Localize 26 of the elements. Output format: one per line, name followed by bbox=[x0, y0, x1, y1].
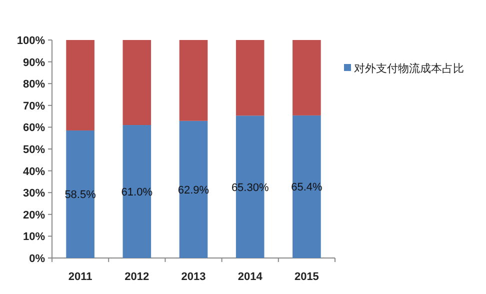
bar bbox=[122, 125, 152, 258]
bar bbox=[292, 40, 321, 116]
bar bbox=[292, 115, 321, 258]
bar bbox=[179, 40, 208, 121]
x-tick-label: 2015 bbox=[294, 271, 319, 283]
y-tick-label: 30% bbox=[22, 188, 46, 200]
y-tick-label: 50% bbox=[22, 144, 46, 156]
bar bbox=[122, 40, 152, 126]
y-tick-label: 80% bbox=[22, 78, 46, 91]
y-tick-label: 0% bbox=[29, 253, 46, 265]
bar bbox=[66, 40, 94, 130]
bar bbox=[236, 40, 264, 116]
y-tick-label: 60% bbox=[22, 122, 46, 134]
y-tick-label: 90% bbox=[22, 56, 46, 69]
x-tick-label: 2014 bbox=[238, 271, 264, 283]
y-tick-label: 70% bbox=[22, 100, 46, 112]
y-tick-label: 40% bbox=[22, 166, 46, 178]
bar bbox=[66, 130, 94, 258]
x-tick-label: 2012 bbox=[124, 271, 150, 283]
y-tick-label: 20% bbox=[22, 209, 46, 222]
x-tick-label: 2011 bbox=[68, 271, 92, 283]
x-tick-label: 2013 bbox=[181, 271, 206, 283]
legend-label: 对外支付物流成本占比 bbox=[354, 62, 464, 75]
y-tick-label: 100% bbox=[16, 35, 46, 47]
y-tick-label: 10% bbox=[22, 231, 46, 244]
bar bbox=[179, 120, 208, 258]
